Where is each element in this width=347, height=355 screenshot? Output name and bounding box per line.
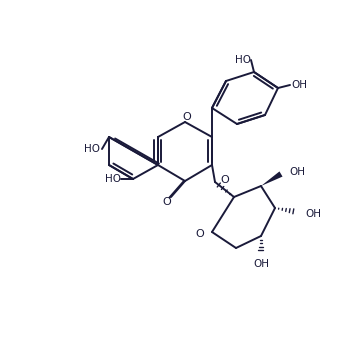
Text: O: O [220,175,229,185]
Text: O: O [163,197,171,207]
Text: OH: OH [253,259,269,269]
Text: OH: OH [289,167,305,177]
Text: OH: OH [305,209,321,219]
Text: HO: HO [84,144,100,154]
Text: O: O [183,112,192,122]
Text: HO: HO [105,174,121,184]
Text: O: O [196,229,204,239]
Text: HO: HO [235,55,251,65]
Text: OH: OH [291,80,307,90]
Polygon shape [261,171,282,186]
